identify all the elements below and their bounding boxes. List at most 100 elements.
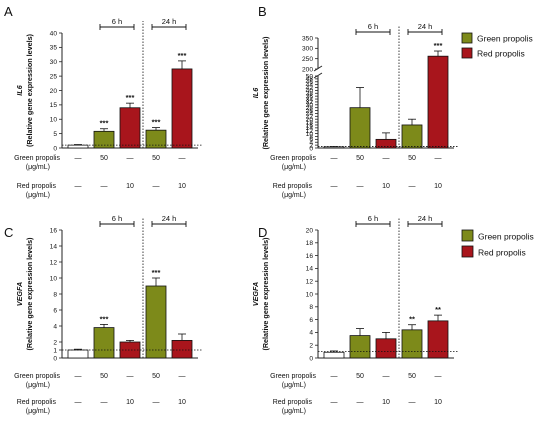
panel-b-red-dose: 10 <box>434 183 442 190</box>
panel-d: 0 2 4 6 8 10 12 14 16 18 20 ** ** 6 h 24 h D VEGFA (Relat… <box>251 214 458 415</box>
panel-d-y-tick-label: 10 <box>306 291 314 298</box>
panel-a-y-tick-label: 40 <box>50 30 58 37</box>
legend-bottom-green-label: Green propolis <box>478 232 534 242</box>
legend-bottom: Green propolis Red propolis <box>461 229 534 258</box>
panel-b-y-gene-label: IL6 <box>251 87 260 98</box>
panel-b-y-tick-label: 200 <box>302 66 313 73</box>
panel-b-y-tick-label: 14 <box>306 125 314 132</box>
panel-c-y-tick-label: 0 <box>53 355 57 362</box>
panel-a-y-tick-label: 35 <box>50 45 58 52</box>
panel-a-time-label-bg <box>158 17 180 25</box>
panel-a-y-axis-label: (Relative gene expression levels) <box>25 33 34 147</box>
panel-a-significance: *** <box>152 118 161 127</box>
panel-c-y-tick-label: 6 <box>53 307 57 314</box>
panel-a-red-dose: — <box>75 183 82 190</box>
panel-a-red-dose: — <box>101 183 108 190</box>
panel-b-y-tick-label: 22 <box>306 114 314 121</box>
panel-b-row-unit-green: (μg/mL) <box>282 164 306 171</box>
panel-b-y-tick-label: 16 <box>306 122 314 129</box>
panel-d-y-tick-label: 8 <box>309 304 313 311</box>
panel-a-y-tick-label: 25 <box>50 73 58 80</box>
panel-c-red-dose: 10 <box>126 399 134 406</box>
legend-top: Green propolis Red propolis <box>461 32 533 59</box>
panel-b-axis-break-mark <box>313 72 323 79</box>
panel-d-red-dose: — <box>409 399 416 406</box>
panel-c-y-tick-label: 1 <box>53 347 57 354</box>
panel-d-row-unit-green: (μg/mL) <box>282 382 306 389</box>
panel-d-bar <box>323 351 345 359</box>
panel-b-red-dose: — <box>331 183 338 190</box>
panel-b: 0246810121416182022242628303234363840424… <box>251 4 458 199</box>
legend-bottom-green-swatch <box>461 229 474 242</box>
panel-b-green-dose: — <box>435 155 442 162</box>
panel-b-y-tick-label: 350 <box>302 35 313 42</box>
panel-a-row-label-green: Green propolis <box>14 155 60 162</box>
panel-c-row-label-green: Green propolis <box>14 373 60 380</box>
legend-top-red-label: Red propolis <box>477 49 525 59</box>
panel-b-y-tick-label: 50 <box>306 73 314 80</box>
panel-b-axis-break-mark <box>313 65 323 72</box>
panel-b-y-tick-label: 24 <box>306 111 314 118</box>
panel-d-y-tick-label: 12 <box>306 279 314 286</box>
panel-c-bar <box>67 349 89 359</box>
panel-b-y-tick-label: 8 <box>309 134 313 141</box>
panel-b-y-tick-label: 46 <box>306 79 314 86</box>
legend-top-green-label: Green propolis <box>477 34 533 44</box>
panel-a-time-label-bg <box>106 17 128 25</box>
panel-b-y-tick-label: 20 <box>306 117 314 124</box>
panel-a-row-unit-green: (μg/mL) <box>26 164 50 171</box>
panel-d-y-axis-label: (Relative gene expression levels) <box>261 237 270 351</box>
panel-b-row-unit-red: (μg/mL) <box>282 192 306 199</box>
panel-c-green-dose: — <box>179 373 186 380</box>
panel-d-y-tick-label: 0 <box>309 355 313 362</box>
panel-d-bar <box>375 338 397 359</box>
panel-a-bar <box>119 107 141 149</box>
panel-d-y-tick-label: 20 <box>306 227 314 234</box>
panel-a-bar <box>67 144 89 149</box>
panel-c-y-tick-label: 4 <box>53 323 57 330</box>
panel-a-green-dose: 50 <box>100 155 108 162</box>
panel-b-y-tick-label: 2 <box>309 142 313 149</box>
panel-b-y-axis-label: (Relative gene expression levels) <box>261 36 270 150</box>
panel-b-y-tick-label: 40 <box>306 88 314 95</box>
panel-b-y-tick-label: 0 <box>309 145 313 152</box>
panel-d-green-dose: — <box>383 373 390 380</box>
panel-b-y-tick-label: 48 <box>306 76 314 83</box>
panel-d-row-label-red: Red propolis <box>273 399 313 406</box>
panel-a-y-tick-label: 0 <box>53 145 57 152</box>
panel-a-y-tick-label: 15 <box>50 102 58 109</box>
panel-a-time-label: 24 h <box>162 17 177 26</box>
panel-a-time-label: 6 h <box>112 17 122 26</box>
panel-b-y-tick-label: 250 <box>302 56 313 63</box>
panel-d-green-dose: 50 <box>408 373 416 380</box>
panel-c-y-tick-label: 10 <box>50 275 58 282</box>
panel-d-green-dose: 50 <box>356 373 364 380</box>
panel-a-red-dose: — <box>153 183 160 190</box>
panel-d-green-dose: — <box>331 373 338 380</box>
panel-a-green-dose: — <box>75 155 82 162</box>
panel-c-bar <box>93 327 115 359</box>
panel-b-green-dose: 50 <box>356 155 364 162</box>
panel-b-bar <box>401 124 423 149</box>
legend-top-red-swatch <box>461 47 473 59</box>
panel-d-red-dose: — <box>357 399 364 406</box>
panel-a-letter: A <box>4 4 13 19</box>
panel-b-red-dose: 10 <box>382 183 390 190</box>
panel-a-green-dose: — <box>127 155 134 162</box>
panel-c-significance: *** <box>100 314 109 323</box>
panel-c-row-unit-green: (μg/mL) <box>26 382 50 389</box>
panel-d-y-tick-label: 16 <box>306 253 314 260</box>
panel-b-y-tick-label: 12 <box>306 128 314 135</box>
panel-c-green-dose: — <box>127 373 134 380</box>
panel-c-bar <box>171 339 193 359</box>
panel-c-row-unit-red: (μg/mL) <box>26 408 50 415</box>
panel-b-y-tick-label: 6 <box>309 137 313 144</box>
panel-d-bar <box>427 320 449 359</box>
panel-b-green-dose: — <box>383 155 390 162</box>
panel-d-red-dose: — <box>331 399 338 406</box>
legend-bottom-red-label: Red propolis <box>478 248 526 258</box>
panel-c-time-label: 24 h <box>162 214 177 223</box>
